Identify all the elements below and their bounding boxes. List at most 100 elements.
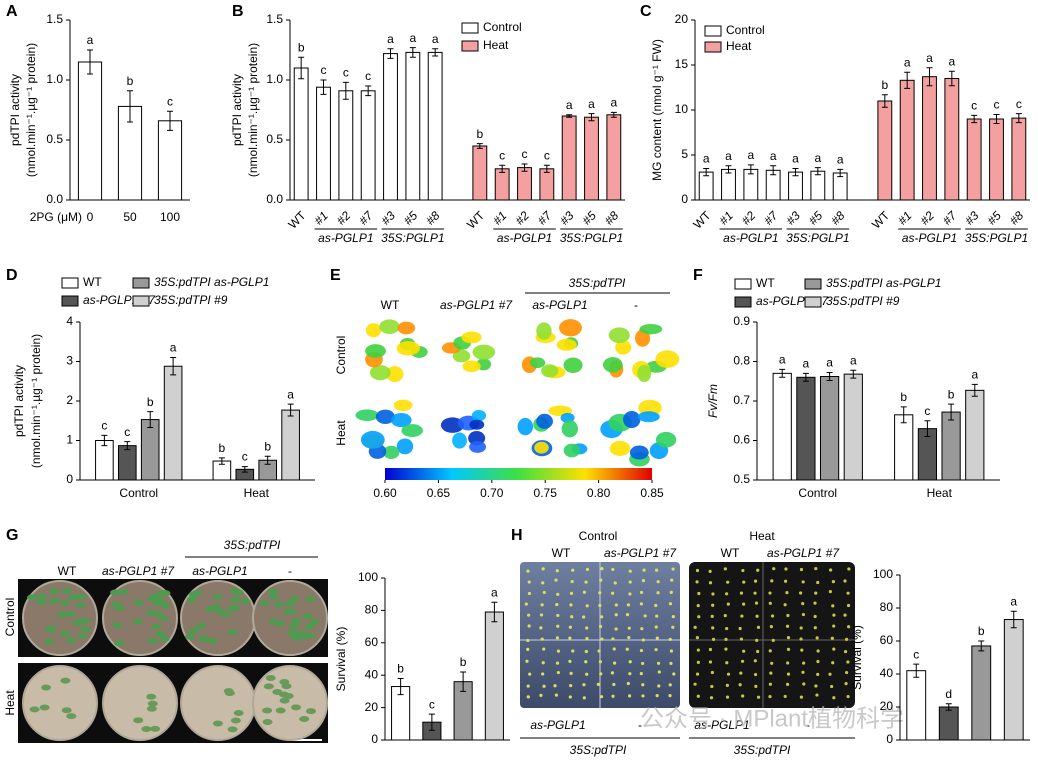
- plant-leaf: [118, 588, 129, 595]
- seedling: [611, 567, 615, 572]
- group-label: as-PGLP1: [497, 231, 552, 245]
- panel-label: D: [6, 267, 18, 284]
- y-tick-label: 20: [365, 700, 379, 714]
- seedling: [843, 579, 847, 583]
- seedling: [612, 682, 616, 687]
- error-bar: [521, 163, 528, 172]
- bar: [77, 61, 103, 201]
- seedling: [582, 590, 586, 594]
- seedling: [753, 591, 757, 595]
- seedling: [785, 682, 790, 686]
- error-bar: [978, 640, 985, 652]
- seedling: [600, 637, 604, 641]
- error-bar: [993, 114, 1000, 124]
- seedling: [710, 684, 714, 689]
- seedling: [639, 590, 644, 595]
- seedling: [801, 580, 805, 584]
- plant-leaf: [147, 637, 158, 644]
- plant-leaf: [146, 693, 157, 700]
- colorbar-tick-label: 0.60: [373, 486, 397, 500]
- seedling: [570, 579, 574, 584]
- bar: [788, 171, 803, 201]
- seedling: [527, 591, 532, 596]
- seedling: [813, 626, 817, 630]
- x-tick-label: #8: [828, 208, 848, 228]
- seedling: [768, 682, 772, 686]
- seedling: [799, 637, 803, 641]
- seedling: [738, 683, 742, 687]
- colorbar-tick-label: 0.75: [534, 486, 558, 500]
- plant-leaf: [227, 629, 238, 636]
- x-tick-label: #7: [761, 208, 781, 228]
- seedling: [614, 603, 618, 607]
- plant-leaf: [299, 715, 310, 722]
- significance-letter: b: [978, 624, 985, 638]
- column-header: 35S:pdTPI: [224, 538, 281, 552]
- error-bar: [881, 94, 888, 108]
- significance-letter: b: [948, 387, 955, 401]
- plant-leaf: [210, 603, 221, 610]
- plant-leaf: [229, 587, 240, 594]
- footer-label: 35S:pdTPI: [734, 743, 791, 757]
- significance-letter: a: [926, 51, 933, 65]
- plant-leaf: [355, 409, 379, 421]
- seedling: [799, 591, 803, 595]
- plant-leaf: [150, 725, 161, 732]
- seedling: [598, 660, 602, 664]
- significance-letter: c: [522, 147, 528, 161]
- plant-leaf: [292, 634, 303, 641]
- x-tick-label: #5: [806, 208, 826, 228]
- plant-leaf: [273, 601, 284, 608]
- seedling: [740, 614, 744, 618]
- seedling: [768, 591, 772, 595]
- error-bar: [365, 85, 372, 97]
- error-bar: [610, 111, 617, 118]
- seedling: [614, 613, 618, 617]
- bottom-label: as-PGLP1: [694, 718, 749, 732]
- plant-leaf: [45, 627, 56, 634]
- seedling: [669, 590, 673, 594]
- seedling: [786, 647, 791, 651]
- bar: [484, 611, 504, 741]
- seedling: [656, 591, 660, 595]
- seedling: [612, 647, 616, 651]
- seedling: [598, 624, 603, 629]
- seedling: [738, 626, 742, 631]
- seedling: [627, 635, 631, 640]
- plant-leaf: [469, 419, 485, 430]
- seedling: [831, 604, 835, 608]
- seedling: [568, 625, 572, 629]
- seedling: [799, 626, 803, 630]
- seedling: [582, 615, 586, 619]
- column-label: WT: [58, 564, 77, 578]
- y-axis-label: pdTPI activity: [230, 74, 244, 146]
- error-bar: [913, 663, 920, 678]
- x-tick-label: Heat: [244, 486, 270, 500]
- y-tick-label: 0.6: [733, 433, 750, 447]
- plant-leaf: [375, 409, 395, 425]
- error-bar: [725, 165, 732, 174]
- group-label: as-PGLP1: [723, 231, 778, 245]
- bar: [163, 365, 183, 481]
- plant-leaf: [49, 588, 60, 595]
- error-bar: [747, 164, 754, 175]
- significance-letter: a: [770, 149, 777, 163]
- seedling: [556, 670, 560, 675]
- seedling: [770, 579, 774, 583]
- significance-letter: c: [321, 63, 327, 77]
- seedling: [668, 637, 672, 642]
- plant-leaf: [291, 617, 302, 624]
- y-tick-label: 0: [681, 192, 688, 206]
- plant-leaf: [66, 713, 77, 720]
- seedling: [696, 648, 700, 652]
- plant-leaf: [262, 707, 273, 714]
- pot: [252, 580, 328, 656]
- x-tick-label: Heat: [927, 486, 953, 500]
- plant-leaf: [41, 684, 52, 691]
- x-tick-label: #7: [535, 208, 555, 228]
- x-tick-label: WT: [690, 208, 714, 232]
- plant-leaf: [629, 445, 649, 460]
- seedling: [526, 638, 530, 643]
- pot: [22, 665, 98, 741]
- panel-label: G: [6, 527, 18, 544]
